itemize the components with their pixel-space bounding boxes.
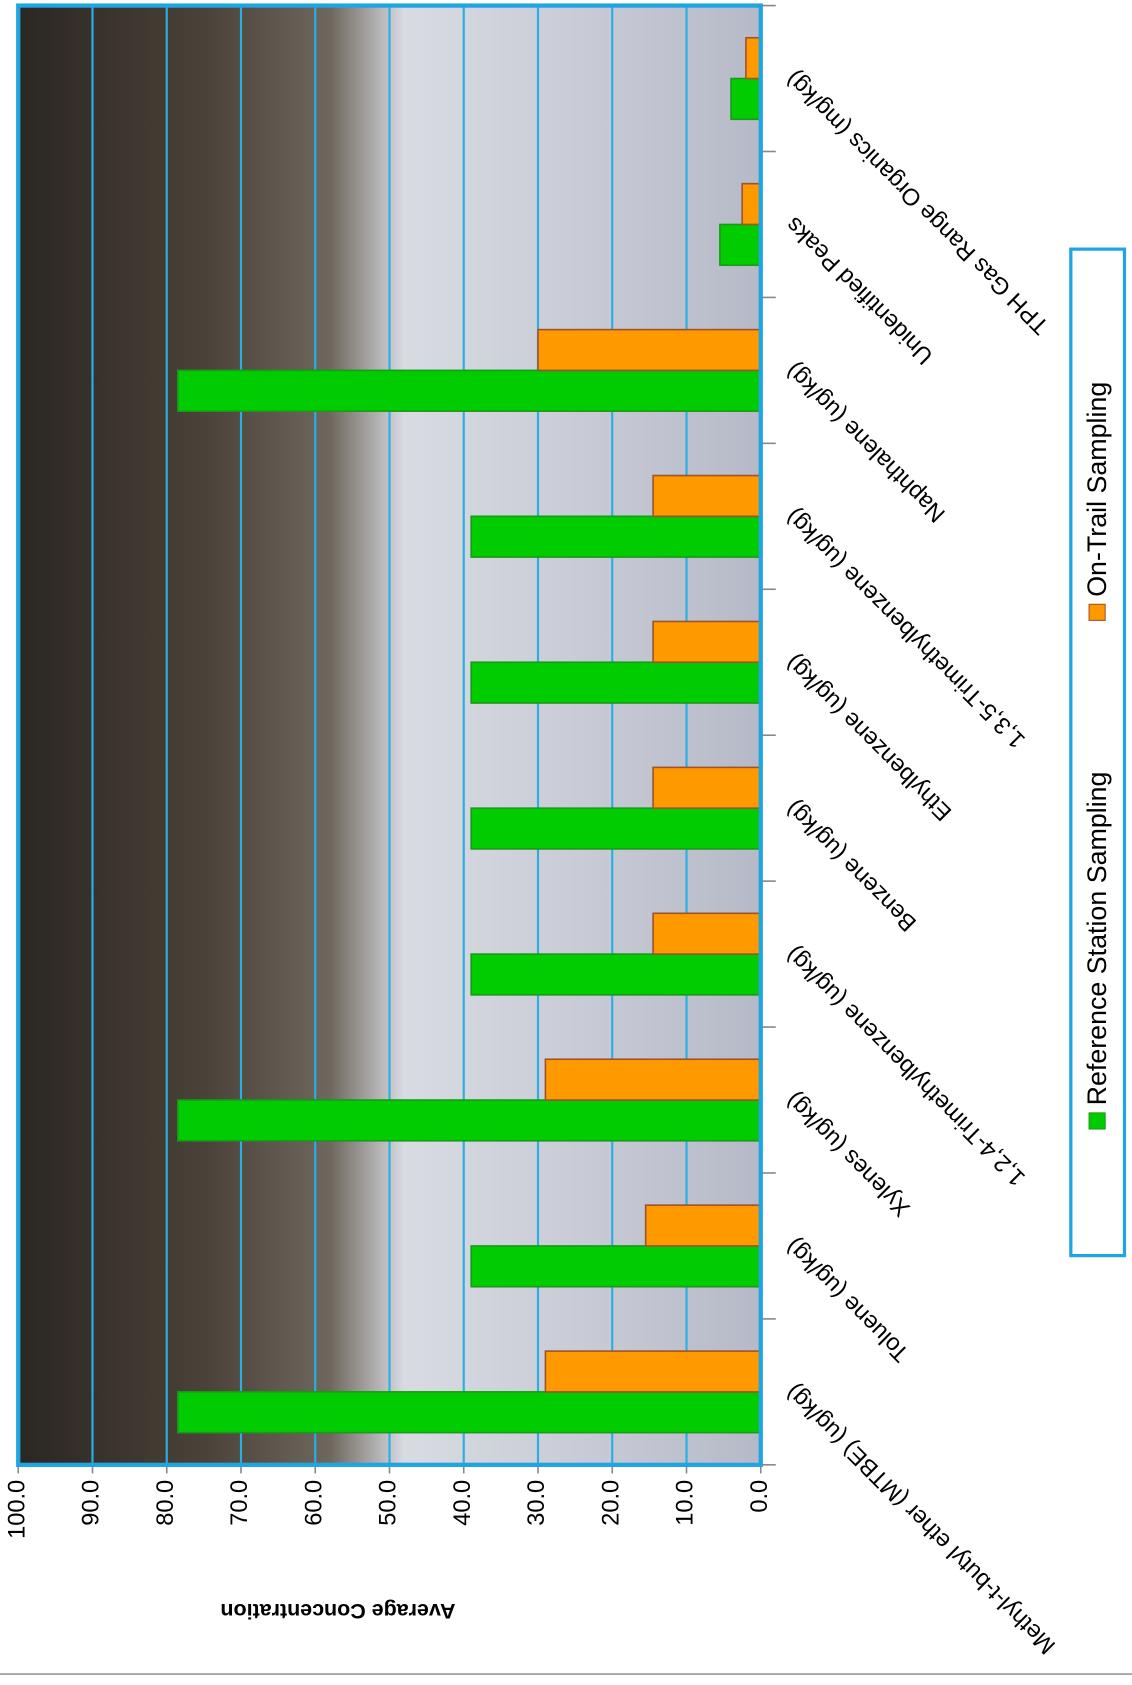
bar <box>652 912 762 955</box>
y-tick-label: 70.0 <box>227 1480 253 1526</box>
legend-swatch <box>1088 1112 1106 1130</box>
legend-label: On-Trail Sampling <box>1082 382 1112 597</box>
bar <box>470 807 762 850</box>
y-tick-label: 50.0 <box>376 1480 402 1526</box>
legend-label: Reference Station Sampling <box>1082 772 1112 1106</box>
x-tick-label: Xylenes (ug/kg) <box>781 1087 915 1221</box>
y-axis-title: Average Concentration <box>220 1599 455 1623</box>
rotated-chart: Average Concentration 0.0 10.0 20.0 30.0 40.… <box>4 3 1127 1659</box>
bar <box>470 661 762 704</box>
y-tick-label: 20.0 <box>598 1480 624 1526</box>
plot-border <box>16 3 763 1467</box>
y-tick-label: 0.0 <box>747 1480 773 1513</box>
y-tick-label: 80.0 <box>153 1480 179 1526</box>
bar <box>730 77 762 121</box>
bar <box>745 36 762 80</box>
x-tick-label: Naphthalene (ug/kg) <box>781 357 951 527</box>
bar <box>544 1058 762 1101</box>
y-tick-label: 40.0 <box>450 1480 476 1526</box>
bar <box>741 182 762 226</box>
bar <box>177 1391 762 1434</box>
bar <box>470 953 762 996</box>
y-tick-label: 60.0 <box>301 1480 327 1526</box>
x-tick-label: 1,2,4-Trimethylbenzene (ug/kg) <box>781 941 1031 1191</box>
bar <box>177 369 762 412</box>
bar <box>470 1245 762 1288</box>
x-tick-label: Unidentified Peaks <box>781 212 938 369</box>
x-tick-label: Ethylbenzene (ug/kg) <box>781 649 957 825</box>
y-tick-label: 100.0 <box>4 1480 30 1539</box>
bar <box>470 515 762 558</box>
x-tick-label: Benzene (ug/kg) <box>781 795 922 936</box>
x-tick-label: TPH Gas Range Organics (mg/kg) <box>781 66 1054 339</box>
bar <box>652 766 762 809</box>
y-tick-label: 10.0 <box>673 1480 699 1526</box>
bar <box>652 474 762 518</box>
legend-box <box>1069 247 1127 1258</box>
x-tick-label: 1,3,5-Trimethylbenzene (ug/kg) <box>781 503 1031 753</box>
y-tick-label: 90.0 <box>79 1480 105 1526</box>
bar <box>652 620 762 664</box>
bar <box>644 1204 762 1247</box>
x-tick-label: Toluene (ug/kg) <box>781 1233 914 1366</box>
x-tick-label: Methyl-t-butyl ether (MTBE) (ug/kg) <box>781 1379 1061 1659</box>
bar <box>719 223 762 267</box>
bar <box>544 1350 762 1393</box>
y-tick-label: 30.0 <box>524 1480 550 1526</box>
bar <box>177 1099 762 1142</box>
bar <box>537 328 762 372</box>
legend-swatch <box>1088 603 1106 621</box>
